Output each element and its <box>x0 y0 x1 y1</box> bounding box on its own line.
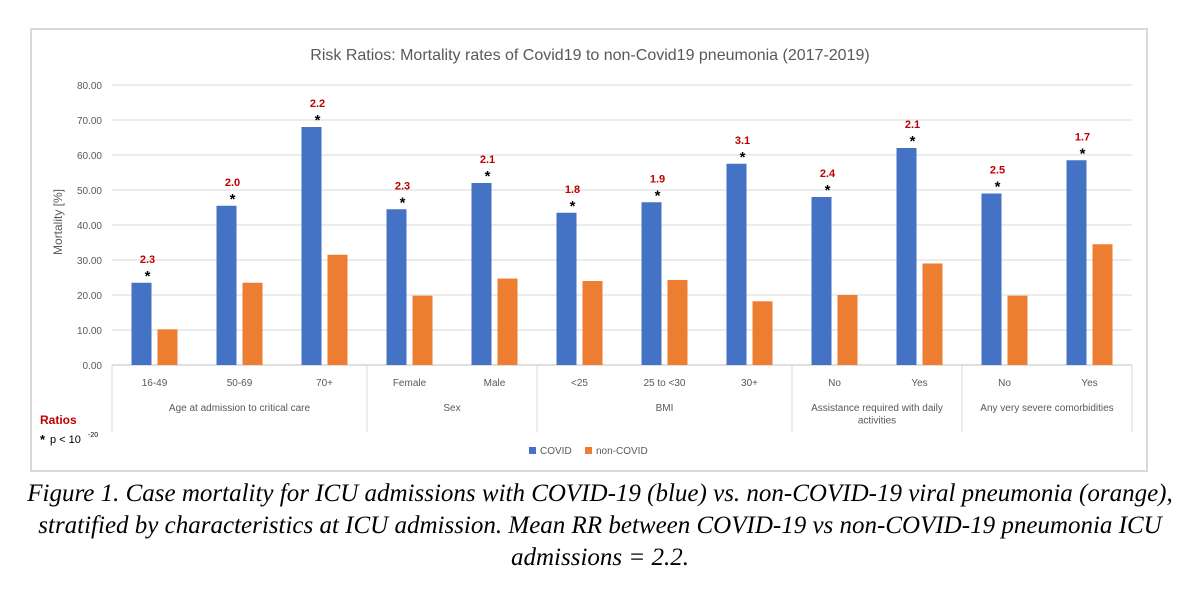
chart-title: Risk Ratios: Mortality rates of Covid19 … <box>310 47 869 64</box>
y-tick-label: 30.00 <box>77 256 102 267</box>
category-group-label: BMI <box>656 403 674 414</box>
significance-marker: * <box>1080 145 1086 162</box>
x-tick-label: 50-69 <box>227 378 253 389</box>
bar-covid <box>386 209 407 365</box>
category-axis: 16-49 50-69 70+ Female Male <25 25 to <30 30+ No… <box>111 364 1133 432</box>
bar-non-covid <box>837 295 858 365</box>
bar-non-covid <box>157 329 178 365</box>
ratio-label: 2.1 <box>905 119 920 131</box>
significance-marker: * <box>570 198 576 215</box>
category-group-label: Assistance required with daily activities <box>811 403 943 427</box>
bar-covid <box>301 127 322 365</box>
category-group-label: Sex <box>443 403 460 414</box>
bar-non-covid <box>752 301 773 365</box>
significance-marker: * <box>315 112 321 129</box>
bar-non-covid <box>667 279 688 365</box>
y-tick-label: 60.00 <box>77 151 102 162</box>
x-tick-label: 30+ <box>741 378 758 389</box>
ratio-label: 3.1 <box>735 135 750 147</box>
ratio-label: 2.2 <box>310 98 325 110</box>
legend-label-covid: COVID <box>540 446 572 457</box>
ratio-label: 1.7 <box>1075 131 1090 143</box>
bar-covid <box>1066 160 1087 365</box>
ratio-label: 2.4 <box>820 168 836 180</box>
bar-non-covid <box>497 278 518 365</box>
significance-note-text: p < 10 <box>50 434 81 446</box>
y-tick-label: 70.00 <box>77 116 102 127</box>
ratios-annotation-title: Ratios <box>40 413 77 427</box>
ratio-label: 2.1 <box>480 154 495 166</box>
y-tick-label: 20.00 <box>77 291 102 302</box>
bar-covid <box>726 163 747 365</box>
legend-label-non-covid: non-COVID <box>596 446 648 457</box>
x-tick-label: Male <box>484 378 506 389</box>
significance-marker: * <box>230 191 236 208</box>
significance-note-marker: * <box>40 432 46 447</box>
x-tick-label: Female <box>393 378 427 389</box>
significance-marker: * <box>910 133 916 150</box>
gridlines: 0.00 10.00 20.00 30.00 40.00 50.00 60.00 70.00 8… <box>77 81 1132 372</box>
bar-non-covid <box>1007 295 1028 365</box>
bar-non-covid <box>1092 244 1113 365</box>
bar-covid <box>981 193 1002 365</box>
significance-note-exponent: -20 <box>88 432 98 439</box>
x-tick-label: 70+ <box>316 378 333 389</box>
bar-non-covid <box>922 263 943 365</box>
x-tick-label: Yes <box>1081 378 1097 389</box>
y-tick-label: 40.00 <box>77 221 102 232</box>
x-tick-label: Yes <box>911 378 927 389</box>
category-group-label: Any very severe comorbidities <box>980 403 1113 414</box>
ratio-label: 1.9 <box>650 173 665 185</box>
significance-marker: * <box>145 268 151 285</box>
bars <box>131 127 1113 365</box>
bar-covid <box>216 205 237 365</box>
significance-marker: * <box>400 194 406 211</box>
significance-marker: * <box>485 168 491 185</box>
significance-marker: * <box>655 187 661 204</box>
y-tick-label: 10.00 <box>77 326 102 337</box>
ratio-label: 1.8 <box>565 184 580 196</box>
ratio-labels: * 2.3 * 2.0 * 2.2 * 2.3 * 2.1 * 1.8 * 1.9 * 3.1 * 2.4 * 2.1… <box>140 98 1090 285</box>
bar-covid <box>811 197 832 365</box>
ratios-annotation: Ratios * p < 10 -20 <box>40 413 98 447</box>
ratio-label: 2.3 <box>140 254 155 266</box>
bar-covid <box>896 148 917 365</box>
x-tick-label: 16-49 <box>142 378 168 389</box>
y-tick-label: 80.00 <box>77 81 102 92</box>
bar-covid <box>641 202 662 365</box>
legend: COVID non-COVID <box>529 446 648 457</box>
bar-non-covid <box>242 282 263 365</box>
x-tick-label: <25 <box>571 378 588 389</box>
bar-covid <box>471 183 492 365</box>
y-tick-label: 50.00 <box>77 186 102 197</box>
chart-svg: Risk Ratios: Mortality rates of Covid19 … <box>40 47 1133 457</box>
ratio-label: 2.0 <box>225 177 240 189</box>
legend-swatch-non-covid <box>585 447 592 454</box>
significance-marker: * <box>740 149 746 166</box>
chart-frame: Risk Ratios: Mortality rates of Covid19 … <box>30 28 1148 472</box>
x-tick-label: No <box>998 378 1011 389</box>
bar-non-covid <box>412 295 433 365</box>
x-tick-label: 25 to <30 <box>644 378 686 389</box>
x-tick-label: No <box>828 378 841 389</box>
significance-marker: * <box>995 179 1001 196</box>
ratio-label: 2.3 <box>395 180 410 192</box>
y-axis-label: Mortality [%] <box>51 189 65 255</box>
ratio-label: 2.5 <box>990 165 1005 177</box>
bar-covid <box>556 212 577 365</box>
category-group-label: Age at admission to critical care <box>169 403 311 414</box>
figure-caption: Figure 1. Case mortality for ICU admissi… <box>27 480 1173 571</box>
bar-non-covid <box>582 281 603 365</box>
significance-marker: * <box>825 182 831 199</box>
bar-covid <box>131 282 152 365</box>
bar-non-covid <box>327 254 348 365</box>
legend-swatch-covid <box>529 447 536 454</box>
y-tick-label: 0.00 <box>83 361 103 372</box>
